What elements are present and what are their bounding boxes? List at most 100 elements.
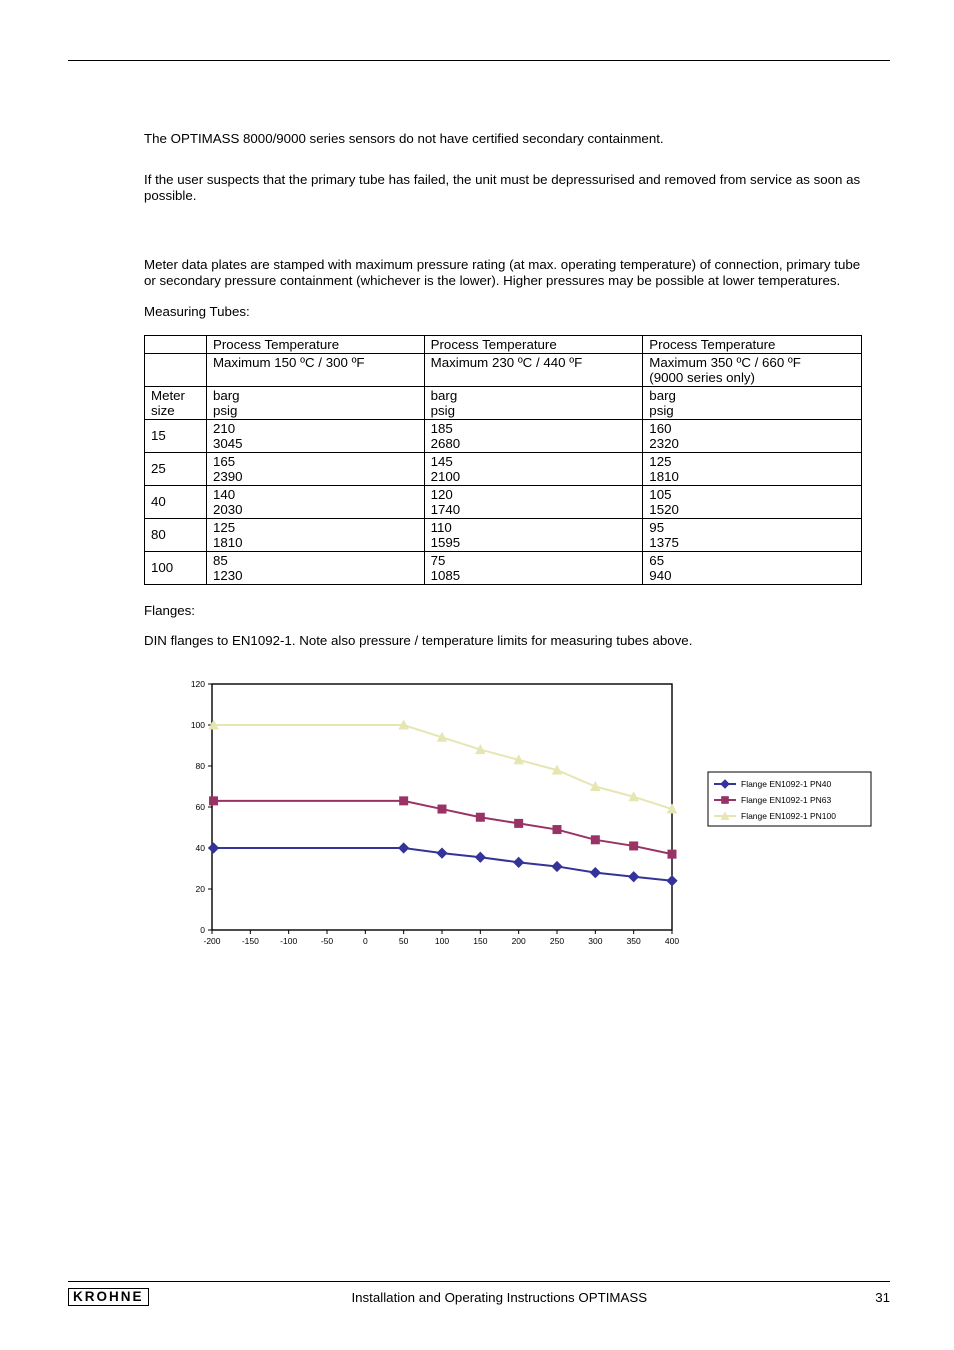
cell-line: Meter xyxy=(151,388,185,403)
cell-line: 185 xyxy=(431,421,453,436)
cell-line: 1740 xyxy=(431,502,461,517)
cell-line: size xyxy=(151,403,175,418)
table-cell: Process Temperature xyxy=(643,335,862,353)
svg-text:120: 120 xyxy=(191,679,205,689)
cell-line: 940 xyxy=(649,568,671,583)
cell-line: 2030 xyxy=(213,502,243,517)
svg-text:-150: -150 xyxy=(242,936,259,946)
flange-chart: -200-150-100-500501001502002503003504000… xyxy=(178,674,898,977)
svg-text:-100: -100 xyxy=(280,936,297,946)
svg-text:300: 300 xyxy=(588,936,602,946)
cell-line: 1520 xyxy=(649,502,679,517)
cell-line: 110 xyxy=(431,520,452,535)
table-cell: 100 xyxy=(145,551,207,584)
brand-logo: KROHNE xyxy=(68,1288,149,1306)
table-cell: 1602320 xyxy=(643,419,862,452)
cell-line: 1085 xyxy=(431,568,461,583)
svg-text:20: 20 xyxy=(196,884,206,894)
table-row: 25165239014521001251810 xyxy=(145,452,862,485)
cell-line: 1810 xyxy=(649,469,679,484)
table-cell: 15 xyxy=(145,419,207,452)
table-row: 8012518101101595951375 xyxy=(145,518,862,551)
cell-line: 95 xyxy=(649,520,664,535)
table-cell: Maximum 150 ºC / 300 ºF xyxy=(206,353,424,386)
svg-text:60: 60 xyxy=(196,802,206,812)
cell-line: 160 xyxy=(649,421,671,436)
heading-flanges: Flanges: xyxy=(144,603,862,620)
heading-measuring-tubes: Measuring Tubes: xyxy=(144,304,862,321)
paragraph-1: The OPTIMASS 8000/9000 series sensors do… xyxy=(144,131,862,148)
svg-text:400: 400 xyxy=(665,936,679,946)
table-row: Maximum 150 ºC / 300 ºF Maximum 230 ºC /… xyxy=(145,353,862,386)
table-row: Meter size barg psig barg psig barg psig xyxy=(145,386,862,419)
svg-text:80: 80 xyxy=(196,761,206,771)
table-cell: Maximum 230 ºC / 440 ºF xyxy=(424,353,643,386)
table-cell: Meter size xyxy=(145,386,207,419)
chart-svg: -200-150-100-500501001502002503003504000… xyxy=(178,674,898,974)
cell-line: psig xyxy=(649,403,673,418)
cell-line: 2320 xyxy=(649,436,679,451)
cell-line: 2680 xyxy=(431,436,461,451)
table-cell: 1852680 xyxy=(424,419,643,452)
table-cell: 751085 xyxy=(424,551,643,584)
table-cell: Process Temperature xyxy=(424,335,643,353)
table-cell: 25 xyxy=(145,452,207,485)
table-row: 40140203012017401051520 xyxy=(145,485,862,518)
table-cell: 951375 xyxy=(643,518,862,551)
cell-line: 2390 xyxy=(213,469,243,484)
cell-line: 105 xyxy=(649,487,671,502)
cell-line: 75 xyxy=(431,553,446,568)
table-cell: barg psig xyxy=(206,386,424,419)
cell-line: 145 xyxy=(431,454,453,469)
cell-line: 125 xyxy=(649,454,671,469)
table-cell: 1101595 xyxy=(424,518,643,551)
table-cell: 1051520 xyxy=(643,485,862,518)
table-cell: 1402030 xyxy=(206,485,424,518)
cell-line: 1230 xyxy=(213,568,243,583)
table-row: 15210304518526801602320 xyxy=(145,419,862,452)
svg-text:-50: -50 xyxy=(321,936,334,946)
cell-line: 1810 xyxy=(213,535,243,550)
svg-text:100: 100 xyxy=(435,936,449,946)
svg-text:100: 100 xyxy=(191,720,205,730)
cell-line: psig xyxy=(431,403,455,418)
table-cell: barg psig xyxy=(424,386,643,419)
cell-line: Maximum 350 ºC / 660 ºF xyxy=(649,355,801,370)
cell-line: barg xyxy=(649,388,676,403)
cell-line: 140 xyxy=(213,487,235,502)
cell-line: 2100 xyxy=(431,469,461,484)
paragraph-2: If the user suspects that the primary tu… xyxy=(144,172,862,205)
cell-line: 1595 xyxy=(431,535,461,550)
table-row: 10085123075108565940 xyxy=(145,551,862,584)
table-cell: 80 xyxy=(145,518,207,551)
table-cell: 1201740 xyxy=(424,485,643,518)
table-cell xyxy=(145,335,207,353)
table-cell: 1251810 xyxy=(643,452,862,485)
page-number: 31 xyxy=(850,1290,890,1305)
svg-text:0: 0 xyxy=(363,936,368,946)
cell-line: 120 xyxy=(431,487,453,502)
cell-line: psig xyxy=(213,403,237,418)
cell-line: 85 xyxy=(213,553,228,568)
svg-text:-200: -200 xyxy=(203,936,220,946)
svg-text:Flange EN1092-1 PN100: Flange EN1092-1 PN100 xyxy=(741,811,836,821)
cell-line: 125 xyxy=(213,520,235,535)
table-cell: 2103045 xyxy=(206,419,424,452)
svg-text:Flange EN1092-1 PN40: Flange EN1092-1 PN40 xyxy=(741,779,832,789)
table-cell: barg psig xyxy=(643,386,862,419)
paragraph-flange-note: DIN flanges to EN1092-1. Note also press… xyxy=(144,633,862,650)
svg-text:40: 40 xyxy=(196,843,206,853)
cell-line: 3045 xyxy=(213,436,243,451)
svg-text:150: 150 xyxy=(473,936,487,946)
footer-rule xyxy=(68,1281,890,1282)
cell-line: 210 xyxy=(213,421,235,436)
cell-line: barg xyxy=(213,388,240,403)
table-cell: 1652390 xyxy=(206,452,424,485)
pressure-table: Process Temperature Process Temperature … xyxy=(144,335,862,585)
svg-text:0: 0 xyxy=(200,925,205,935)
table-row: Process Temperature Process Temperature … xyxy=(145,335,862,353)
top-rule xyxy=(68,60,890,61)
table-cell xyxy=(145,353,207,386)
table-cell: 1452100 xyxy=(424,452,643,485)
svg-text:250: 250 xyxy=(550,936,564,946)
